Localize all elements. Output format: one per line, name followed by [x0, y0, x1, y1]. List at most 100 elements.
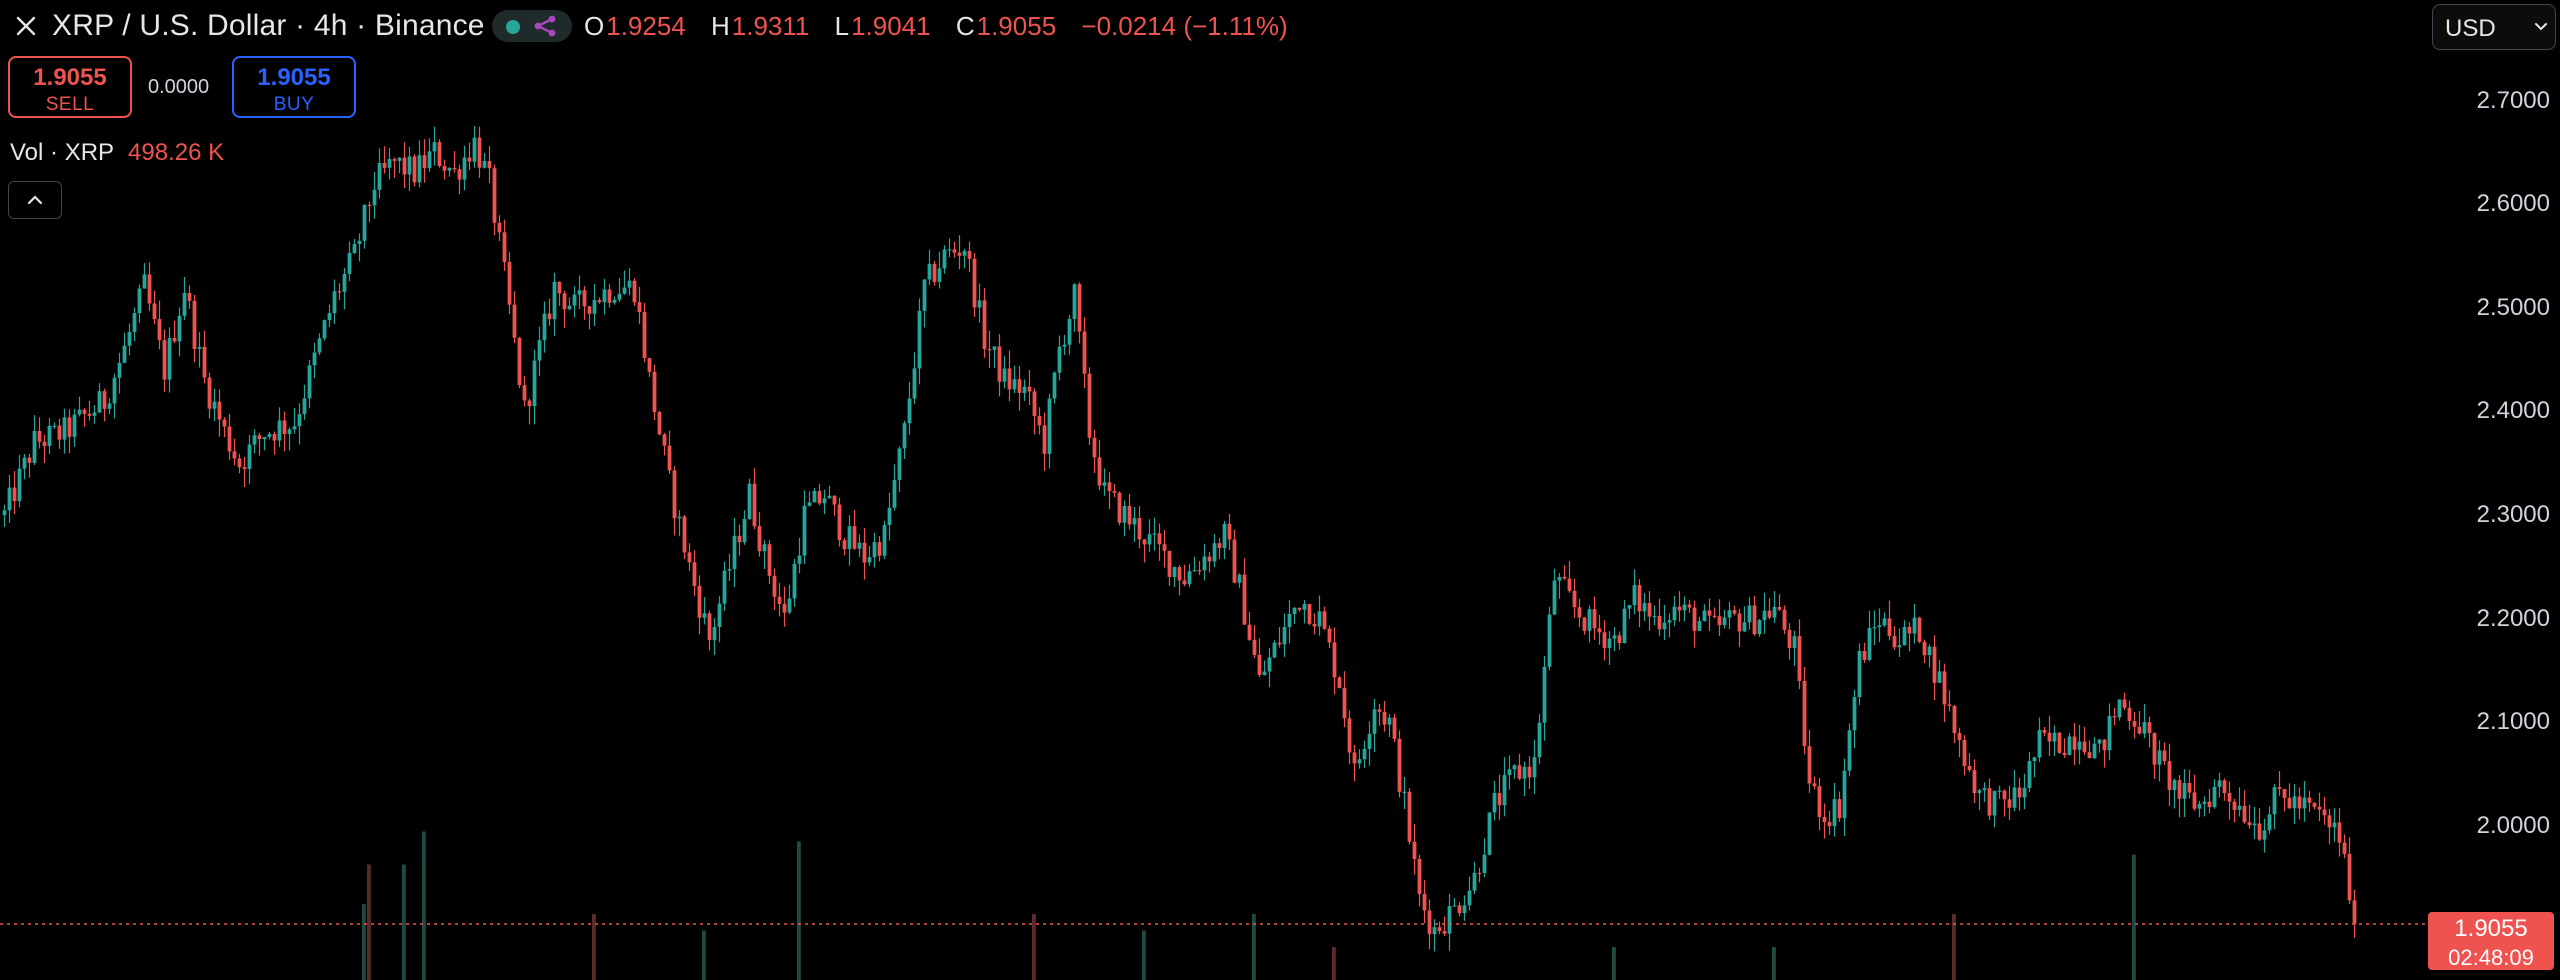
candle [1897, 628, 1902, 658]
candle [2237, 787, 2242, 817]
candle [732, 517, 737, 588]
candle [782, 586, 787, 627]
candle [247, 434, 252, 485]
candle [787, 584, 792, 615]
candle [902, 420, 907, 460]
candle [227, 413, 232, 460]
candle [647, 357, 652, 377]
currency-select[interactable]: USD [2432, 4, 2556, 50]
candle [2052, 725, 2057, 757]
candle [757, 512, 762, 557]
candle [1357, 748, 1362, 769]
candle [1577, 598, 1582, 627]
candle [1462, 895, 1467, 921]
candle [1847, 723, 1852, 777]
volume-bar [362, 904, 366, 980]
candle [1972, 759, 1977, 803]
candle [857, 534, 862, 557]
candle [1397, 730, 1402, 798]
candle [1917, 616, 1922, 644]
candle [987, 330, 992, 368]
candle [1567, 561, 1572, 593]
candle [1477, 867, 1482, 883]
candle [1172, 566, 1177, 588]
candle [1927, 644, 1932, 668]
candle [697, 575, 702, 635]
candle [1362, 740, 1367, 768]
candle [557, 281, 562, 306]
candle [1522, 761, 1527, 797]
candle [1017, 366, 1022, 411]
candle [137, 284, 142, 323]
candle [1302, 600, 1307, 624]
candle [47, 418, 52, 454]
candle [1192, 556, 1197, 572]
candle [1212, 534, 1217, 568]
candle [912, 352, 917, 404]
candle [652, 364, 657, 420]
candle [287, 427, 292, 451]
collapse-legend-button[interactable] [8, 181, 62, 219]
candle [862, 527, 867, 580]
candle [2297, 787, 2302, 820]
candle [1797, 619, 1802, 690]
candle [242, 456, 247, 487]
candle [1337, 676, 1342, 689]
candle [77, 396, 82, 417]
sell-price: 1.9055 [33, 64, 107, 91]
candle [1052, 371, 1057, 404]
candle [942, 245, 947, 274]
candle [722, 561, 727, 611]
candle [712, 618, 717, 656]
candle [602, 278, 607, 315]
candle [2097, 738, 2102, 753]
candle [552, 272, 557, 337]
price-axis[interactable]: 2.7000 2.6000 2.5000 2.4000 2.3000 2.2000 2.10… [2440, 0, 2560, 980]
candle [727, 553, 732, 582]
buy-button[interactable]: 1.9055 BUY [232, 56, 356, 118]
volume-bar [1772, 947, 1776, 980]
candle [1507, 755, 1512, 790]
candle [152, 290, 157, 325]
candle [1642, 593, 1647, 621]
candle [422, 139, 427, 183]
market-open-dot-icon [506, 20, 520, 34]
candle [1552, 568, 1557, 616]
candle [1647, 591, 1652, 631]
candle [1722, 609, 1727, 629]
candle [12, 471, 17, 515]
market-status-pill[interactable] [492, 10, 572, 42]
candle [307, 359, 312, 409]
candle [1562, 565, 1567, 580]
candle [2157, 740, 2162, 782]
candle [1812, 776, 1817, 790]
price-axis-label: 2.1000 [2476, 708, 2550, 736]
candle [882, 520, 887, 560]
candle [1267, 647, 1272, 688]
candle [2137, 710, 2142, 735]
candle [317, 333, 322, 356]
candle [1732, 605, 1737, 616]
candle [2327, 808, 2332, 845]
candle [1902, 620, 1907, 646]
candle [2142, 703, 2147, 739]
candle [632, 278, 637, 306]
candle [2167, 743, 2172, 806]
volume-bars [362, 831, 2136, 980]
price-axis-label: 2.0000 [2476, 812, 2550, 839]
symbol-title[interactable]: XRP / U.S. Dollar · 4h · Binance [52, 9, 485, 42]
candle [472, 126, 477, 168]
sell-button[interactable]: 1.9055 SELL [8, 56, 132, 118]
candle [1682, 596, 1687, 622]
candle [182, 276, 187, 321]
candle [267, 432, 272, 440]
close-button[interactable] [8, 9, 44, 43]
candle [1492, 780, 1497, 821]
price-axis-label: 2.5000 [2476, 293, 2550, 321]
candle [1242, 558, 1247, 625]
candle [167, 327, 172, 393]
candle [367, 201, 372, 223]
candle [2217, 772, 2222, 798]
candle [887, 492, 892, 541]
